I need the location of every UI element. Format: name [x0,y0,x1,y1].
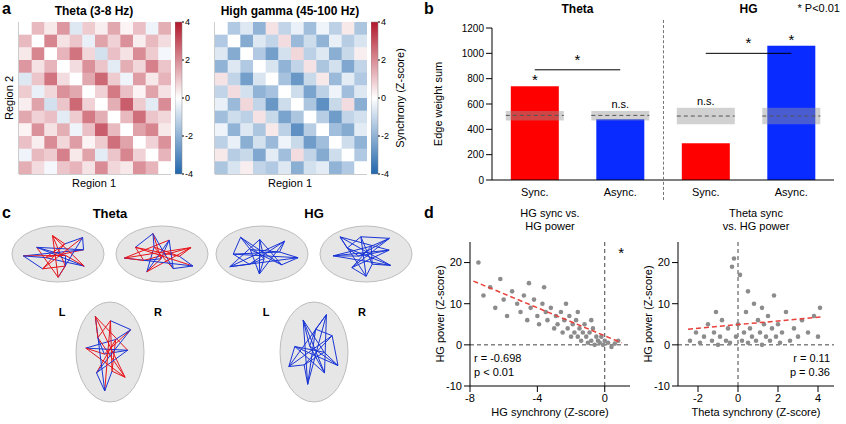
html-text:HG power: HG power [525,220,575,232]
svg-text:2: 2 [775,392,781,404]
html-text:Synchrony (Z-score): Synchrony (Z-score) [393,48,406,148]
svg-text:0: 0 [381,93,386,103]
html-text:b: b [424,0,434,17]
svg-text:-10: -10 [446,380,462,392]
html-text:r = 0.11: r = 0.11 [793,352,830,364]
svg-text:200: 200 [467,149,484,160]
svg-text:1000: 1000 [462,48,485,59]
svg-text:Theta: Theta [93,206,128,221]
html-text:Theta: Theta [561,2,594,16]
svg-text:0: 0 [456,339,462,351]
svg-text:*: * [746,34,752,51]
html-text:p < 0.01: p < 0.01 [474,366,515,378]
svg-text:L: L [59,306,66,318]
svg-text:Async.: Async. [775,186,808,198]
svg-text:-2: -2 [185,131,193,141]
svg-text:Async.: Async. [604,186,637,198]
html-text:HG synchrony (Z-score): HG synchrony (Z-score) [491,406,609,418]
html-text:p = 0.36: p = 0.36 [789,366,830,378]
svg-text:0: 0 [664,339,670,351]
html-text:a: a [2,0,11,17]
svg-text:-8: -8 [465,392,475,404]
svg-text:-2: -2 [381,131,389,141]
svg-text:0: 0 [478,175,484,186]
html-text:Theta (3-8 Hz): Theta (3-8 Hz) [54,4,134,18]
svg-text:Sync.: Sync. [692,186,720,198]
html-text:HG power (Z-score): HG power (Z-score) [433,265,446,363]
html-text:Theta sync: Theta sync [729,207,783,219]
html-text:Region 2: Region 2 [2,76,15,120]
html-text:Theta synchrony (Z-score): Theta synchrony (Z-score) [691,406,821,418]
html-text:Region 1: Region 1 [72,177,116,189]
svg-text:4: 4 [185,17,190,27]
svg-text:2: 2 [381,55,386,65]
svg-text:R: R [154,306,162,318]
html-text:vs. HG power: vs. HG power [722,220,790,232]
svg-text:0: 0 [735,392,741,404]
html-text:c: c [2,204,11,221]
svg-text:*: * [788,31,794,48]
svg-text:20: 20 [658,256,670,268]
svg-text:600: 600 [467,99,484,110]
svg-text:4: 4 [381,17,386,27]
html-text:Region 1: Region 1 [268,177,312,189]
svg-text:L: L [263,306,270,318]
html-text:High gamma (45-100 Hz): High gamma (45-100 Hz) [220,4,360,18]
svg-text:*: * [532,71,538,88]
html-text:Edge weight sum: Edge weight sum [431,61,444,147]
svg-text:10: 10 [450,298,462,310]
svg-text:10: 10 [658,298,670,310]
svg-text:0: 0 [602,392,608,404]
svg-text:2: 2 [185,55,190,65]
svg-text:-10: -10 [654,380,670,392]
html-text:HG power (Z-score): HG power (Z-score) [641,265,654,363]
svg-text:1200: 1200 [462,23,485,34]
svg-text:400: 400 [467,124,484,135]
svg-text:n.s.: n.s. [611,98,629,110]
svg-text:*: * [575,51,581,68]
svg-text:n.s.: n.s. [697,95,715,107]
html-text:HG: HG [739,2,758,16]
svg-text:-2: -2 [693,392,703,404]
svg-text:4: 4 [815,392,821,404]
svg-text:0: 0 [185,93,190,103]
html-text:d: d [424,204,434,221]
svg-text:HG: HG [304,206,324,221]
svg-text:-4: -4 [185,169,193,179]
svg-text:Sync.: Sync. [521,186,549,198]
svg-text:-4: -4 [381,169,389,179]
svg-text:800: 800 [467,73,484,84]
svg-text:-4: -4 [532,392,542,404]
html-text:* P<0.01: * P<0.01 [797,2,840,14]
svg-text:R: R [358,306,366,318]
svg-text:20: 20 [450,256,462,268]
html-text:r = -0.698: r = -0.698 [474,352,522,364]
html-text:HG sync vs.: HG sync vs. [520,207,580,219]
